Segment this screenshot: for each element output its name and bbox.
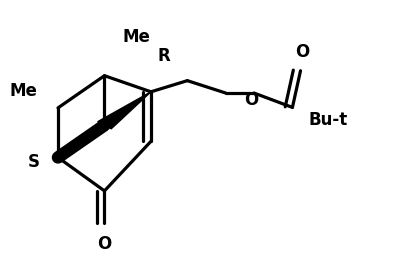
Text: O: O	[97, 235, 112, 253]
Polygon shape	[98, 92, 151, 129]
Text: O: O	[244, 91, 258, 109]
Text: Me: Me	[10, 81, 38, 99]
Text: R: R	[157, 47, 170, 65]
Text: Bu-t: Bu-t	[309, 111, 348, 129]
Text: O: O	[295, 43, 310, 61]
Text: Me: Me	[123, 28, 151, 46]
Text: S: S	[28, 153, 40, 171]
